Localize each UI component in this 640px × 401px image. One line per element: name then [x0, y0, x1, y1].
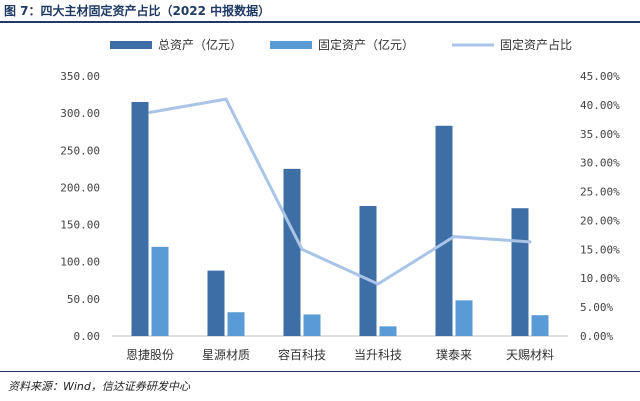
- chart-title: 图 7：四大主材固定资产占比（2022 中报数据）: [4, 4, 271, 18]
- left-axis-tick-label: 300.00: [60, 107, 100, 120]
- category-label: 容百科技: [278, 347, 326, 362]
- right-axis-tick-label: 15.00%: [580, 243, 620, 256]
- line-point: [148, 110, 152, 114]
- line-point: [300, 247, 304, 251]
- category-labels: 恩捷股份 星源材质 容百科技 当升科技 璞泰来 天赐材料: [126, 347, 554, 362]
- right-axis-tick-label: 10.00%: [580, 272, 620, 285]
- bar: [531, 315, 549, 336]
- line-path: [149, 97, 531, 286]
- category-label: 璞泰来: [436, 348, 472, 362]
- legend-swatch: [110, 41, 152, 49]
- bar: [511, 208, 529, 336]
- bar: [207, 270, 225, 336]
- left-axis-tick-label: 200.00: [60, 181, 100, 194]
- bar: [359, 206, 377, 336]
- right-axis-tick-label: 35.00%: [580, 128, 620, 141]
- chart-legend: 总资产（亿元） 固定资产（亿元） 固定资产占比: [110, 37, 572, 52]
- footer-rule: [0, 371, 640, 372]
- line-series: [148, 97, 532, 286]
- legend-label: 总资产（亿元）: [158, 37, 242, 52]
- line-point: [376, 282, 380, 286]
- title-rule: [0, 21, 640, 23]
- right-axis-tick-label: 0.00%: [580, 330, 613, 343]
- bar: [131, 102, 149, 336]
- legend-swatch: [270, 41, 312, 49]
- legend-label: 固定资产（亿元）: [318, 37, 414, 52]
- right-axis-tick-label: 20.00%: [580, 214, 620, 227]
- category-label: 恩捷股份: [126, 348, 174, 362]
- bar: [227, 312, 245, 336]
- left-axis-tick-label: 50.00: [67, 293, 100, 306]
- bar: [379, 326, 397, 336]
- combo-chart: 总资产（亿元） 固定资产（亿元） 固定资产占比 0.00 50.00 100.00 150…: [60, 37, 620, 362]
- category-label: 天赐材料: [506, 348, 554, 362]
- left-axis-tick-label: 350.00: [60, 70, 100, 83]
- category-label: 当升科技: [354, 348, 402, 362]
- left-axis-tick-label: 250.00: [60, 144, 100, 157]
- right-axis-tick-label: 45.00%: [580, 70, 620, 83]
- right-axis: 0.00% 5.00% 10.00% 15.00% 20.00% 25.00% 30.00%…: [580, 70, 620, 343]
- bar: [283, 168, 301, 336]
- bar: [151, 246, 169, 336]
- left-axis-tick-label: 0.00: [74, 330, 101, 343]
- line-point: [224, 97, 228, 101]
- left-axis: 0.00 50.00 100.00 150.00 200.00 250.00 300.00 3…: [60, 70, 568, 343]
- right-axis-tick-label: 25.00%: [580, 186, 620, 199]
- left-axis-tick-label: 100.00: [60, 256, 100, 269]
- right-axis-tick-label: 40.00%: [580, 99, 620, 112]
- bar-series: [131, 102, 549, 337]
- right-axis-tick-label: 5.00%: [580, 301, 613, 314]
- source-note: 资料来源：Wind，信达证券研发中心: [8, 380, 190, 393]
- category-label: 星源材质: [202, 348, 250, 362]
- line-point: [528, 240, 532, 244]
- legend-label: 固定资产占比: [500, 37, 572, 52]
- left-axis-tick-label: 150.00: [60, 219, 100, 232]
- bar: [435, 125, 453, 337]
- right-axis-tick-label: 30.00%: [580, 157, 620, 170]
- bar: [455, 300, 473, 336]
- bar: [303, 314, 321, 336]
- line-point: [452, 235, 456, 239]
